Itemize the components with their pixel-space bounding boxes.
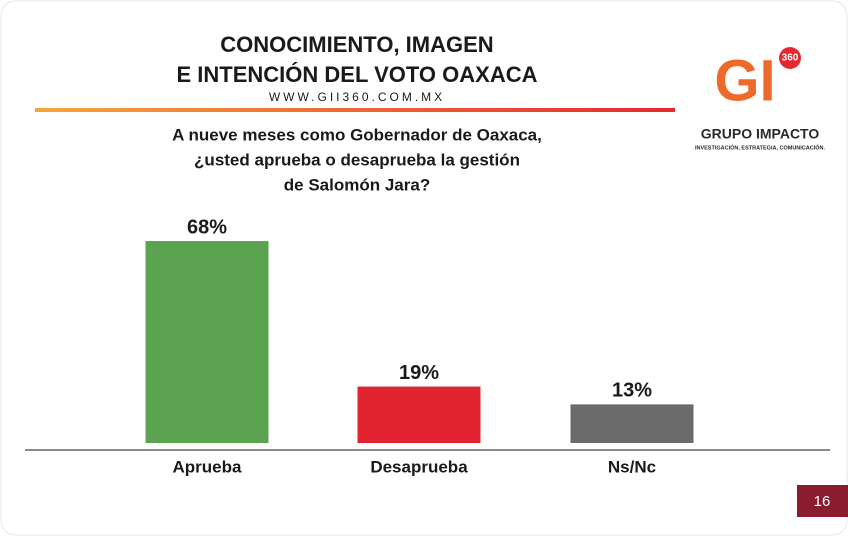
logo-badge-bg (779, 47, 801, 69)
title-line: E INTENCIÓN DEL VOTO OAXACA (176, 62, 537, 87)
question-line: ¿usted aprueba o desaprueba la gestión (194, 150, 520, 169)
page-number: 16 (814, 493, 831, 510)
category-label: Ns/Nc (608, 457, 656, 476)
category-label: Desaprueba (370, 457, 468, 476)
logo-mark: GI (714, 48, 775, 113)
value-label: 13% (612, 380, 652, 402)
bar (357, 386, 481, 443)
page-number-box (797, 485, 848, 517)
divider (35, 108, 675, 112)
question-line: A nueve meses como Gobernador de Oaxaca, (172, 125, 542, 144)
website: WWW.GII360.COM.MX (269, 90, 445, 104)
logo-name: GRUPO IMPACTO (701, 126, 820, 142)
logo-badge: 360 (782, 53, 799, 64)
category-label: Aprueba (173, 457, 243, 476)
logo-tagline: INVESTIGACIÓN, ESTRATEGIA, COMUNICACIÓN. (695, 143, 826, 151)
bar (570, 404, 694, 443)
value-label: 68% (187, 216, 227, 238)
question-line: de Salomón Jara? (284, 175, 430, 194)
value-label: 19% (399, 362, 439, 384)
bar (145, 241, 269, 443)
title-line: CONOCIMIENTO, IMAGEN (220, 32, 493, 57)
